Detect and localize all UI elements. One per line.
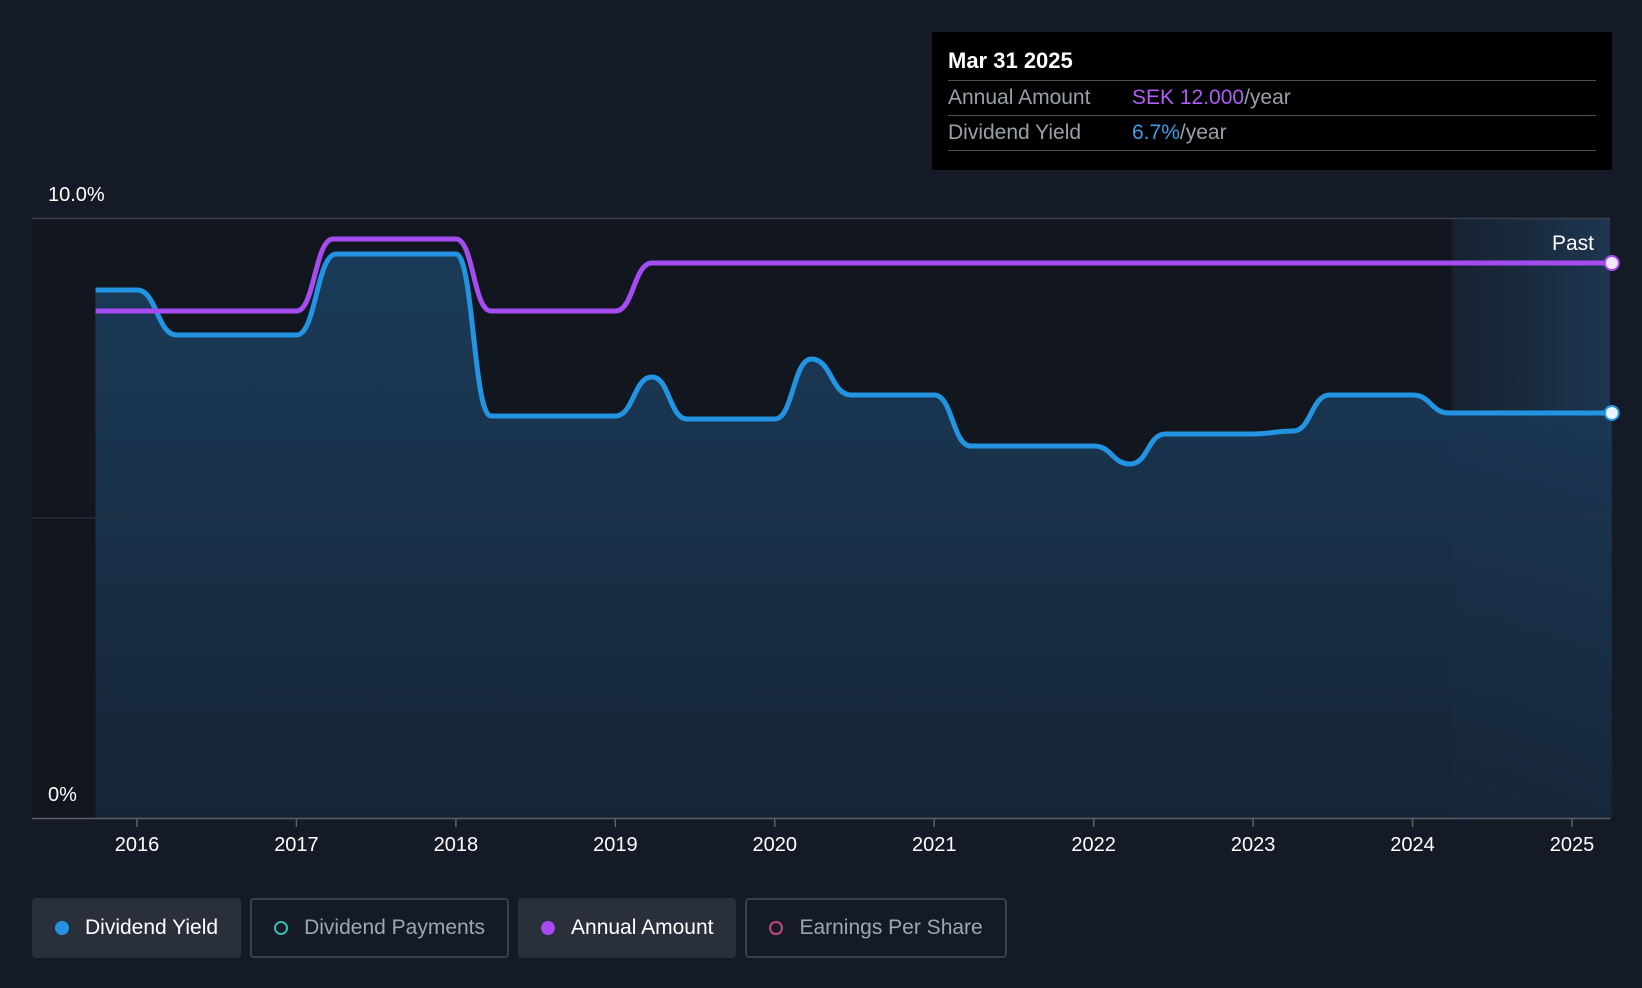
- past-label: Past: [1552, 232, 1594, 255]
- tooltip-value: SEK 12.000: [1132, 86, 1245, 109]
- tooltip-label: Dividend Yield: [948, 121, 1082, 144]
- legend-label: Dividend Yield: [85, 916, 219, 939]
- x-tick-label: 2025: [1550, 834, 1595, 856]
- legend-annual-amount[interactable]: Annual Amount: [518, 898, 737, 958]
- annual-amount-line: [95, 236, 1612, 314]
- x-tick-label: 2021: [912, 834, 957, 856]
- x-tick-label: 2020: [753, 834, 798, 856]
- x-tick-label: 2024: [1390, 834, 1435, 856]
- legend-dividend-yield[interactable]: Dividend Yield: [32, 898, 242, 958]
- x-tick-label: 2022: [1071, 834, 1116, 856]
- ring-circle-icon: [274, 921, 289, 935]
- annual-amount-end-marker: [1603, 255, 1620, 271]
- legend-dividend-payments[interactable]: Dividend Payments: [250, 898, 510, 958]
- tooltip-unit: /year: [1244, 86, 1291, 109]
- tooltip-date: Mar 31 2025: [948, 48, 1073, 73]
- tooltip-value: 6.7%: [1132, 121, 1180, 144]
- tooltip-unit: /year: [1179, 121, 1227, 144]
- y-tick-label-top: 10.0%: [48, 184, 105, 206]
- legend-label: Annual Amount: [571, 916, 714, 939]
- tooltip-row-dividend-yield: Dividend Yield 6.7% /year: [948, 115, 1596, 151]
- dividend-yield-area: [95, 254, 1612, 818]
- x-tick-label: 2018: [434, 834, 479, 856]
- x-tick-label: 2019: [593, 834, 638, 856]
- legend-label: Dividend Payments: [304, 916, 486, 939]
- filled-circle-icon: [55, 921, 69, 935]
- dividend-yield-line: [95, 251, 1612, 467]
- ring-circle-icon: [769, 921, 784, 935]
- tooltip-row-annual-amount: Annual Amount SEK 12.000 /year: [948, 80, 1596, 115]
- x-tick-label: 2017: [274, 834, 319, 856]
- x-axis-ticks: 2016 2017 2018 2019 2020 2021 2022 2023 2024 2025: [115, 818, 1595, 856]
- x-tick-label: 2016: [115, 834, 160, 856]
- y-tick-label-bottom: 0%: [48, 784, 77, 806]
- legend: Dividend Yield Dividend Payments Annual …: [32, 898, 1007, 958]
- dividend-yield-end-marker: [1603, 405, 1620, 421]
- x-tick-label: 2023: [1231, 834, 1276, 856]
- filled-circle-icon: [541, 921, 556, 935]
- legend-earnings-per-share[interactable]: Earnings Per Share: [745, 898, 1007, 958]
- tooltip-label: Annual Amount: [948, 86, 1091, 109]
- legend-label: Earnings Per Share: [799, 916, 983, 939]
- tooltip: Mar 31 2025 Annual Amount SEK 12.000 /ye…: [932, 32, 1612, 170]
